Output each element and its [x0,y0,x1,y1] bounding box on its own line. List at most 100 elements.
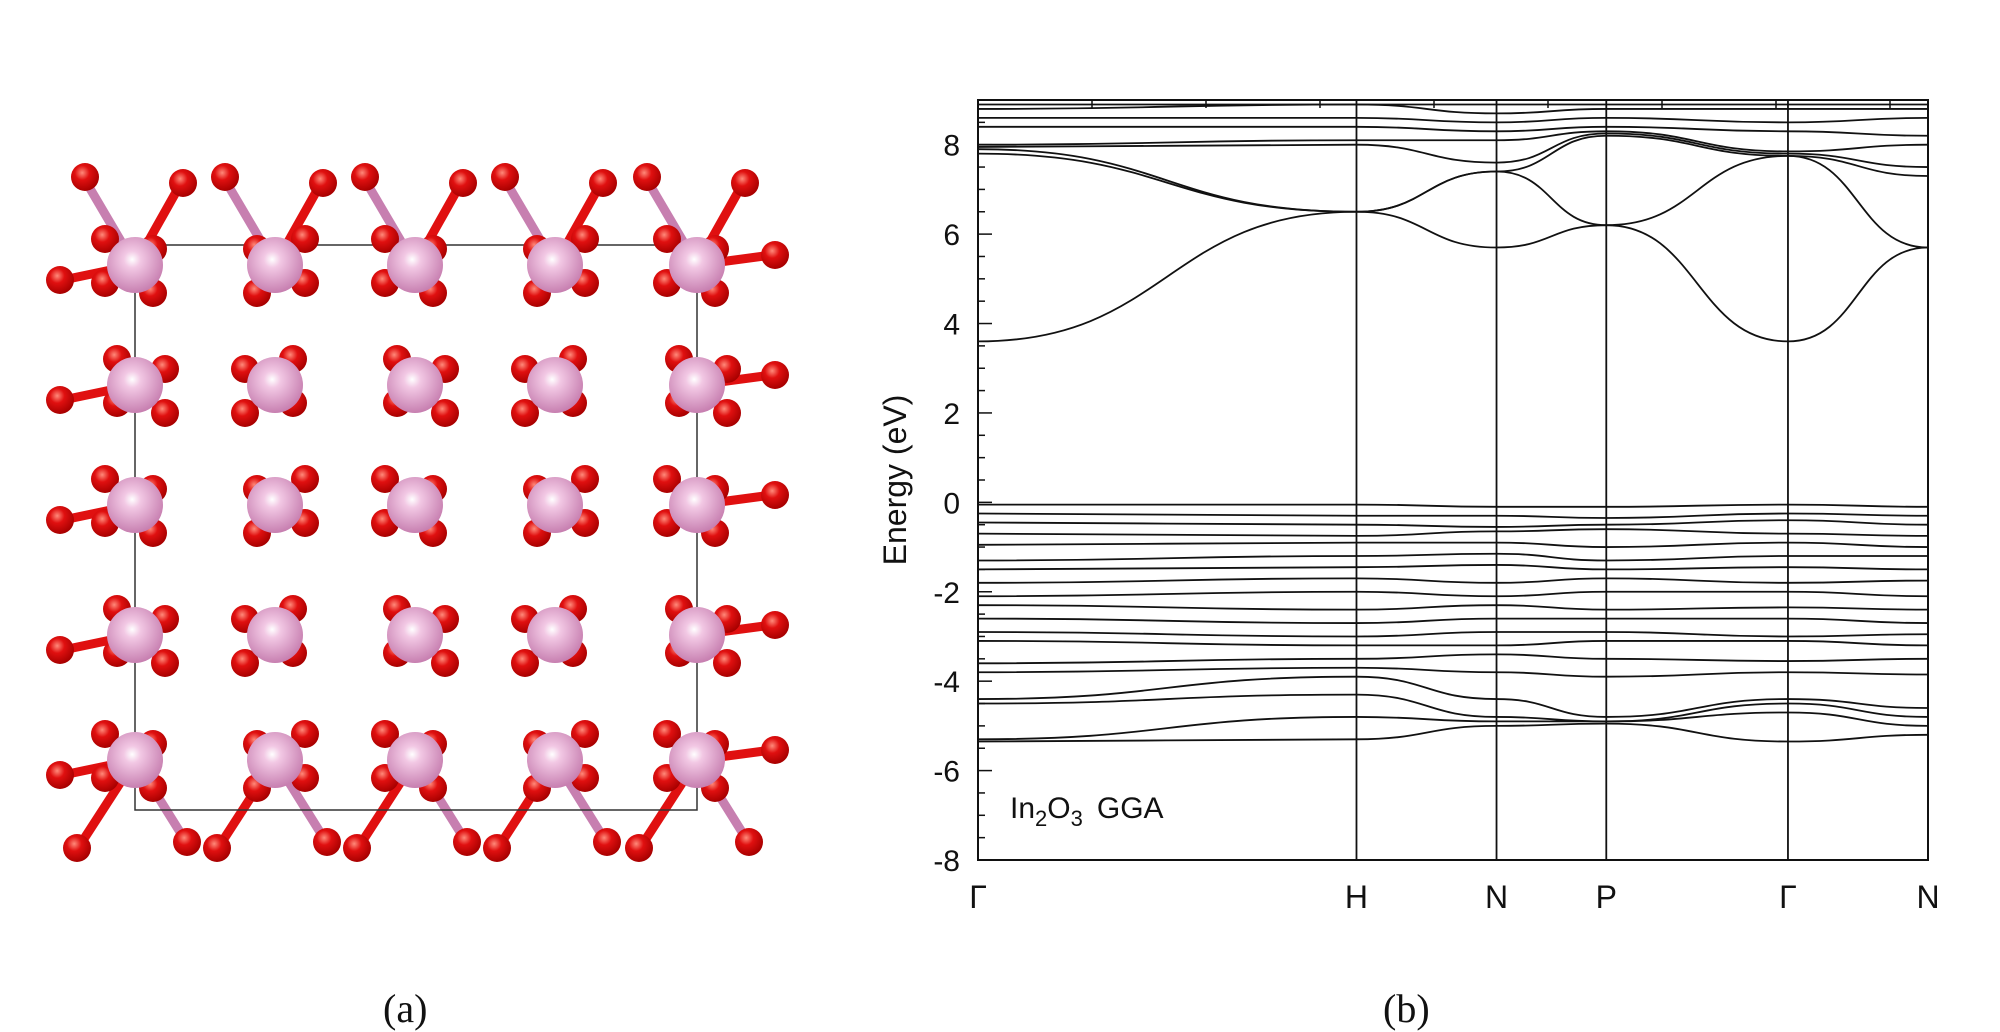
oxygen-atom [761,241,789,269]
x-tick-label: P [1596,879,1617,915]
oxygen-atom [173,828,201,856]
oxygen-atom [151,399,179,427]
material-annotation: In2O3 GGA [1010,792,1164,831]
valence-band [977,640,1929,647]
oxygen-atom [343,834,371,862]
oxygen-atom [713,399,741,427]
oxygen-atom [431,649,459,677]
x-tick-label: Γ [969,879,987,915]
conduction-band [977,130,1929,153]
oxygen-atom [431,399,459,427]
oxygen-atom [313,828,341,856]
indium-atom [247,732,303,788]
conduction-band [978,125,1929,137]
y-tick-label: 8 [943,130,960,163]
oxygen-atom [309,169,337,197]
oxygen-atom [761,361,789,389]
oxygen-atom [731,169,759,197]
oxygen-atom [633,163,661,191]
oxygen-atom [589,169,617,197]
oxygen-atom [735,828,763,856]
indium-atom [107,237,163,293]
y-axis-label: Energy (eV) [877,395,913,566]
caption-b: (b) [1383,986,1430,1031]
oxygen-atom [511,649,539,677]
oxygen-atom [491,163,519,191]
oxygen-atom [231,399,259,427]
y-tick-label: -4 [933,666,960,699]
indium-atom [107,732,163,788]
oxygen-atom [371,225,399,253]
y-tick-label: -2 [933,577,960,610]
x-tick-label: H [1345,879,1368,915]
oxygen-atom [46,636,74,664]
indium-atom [387,357,443,413]
oxygen-atom [371,465,399,493]
oxygen-atom [169,169,197,197]
oxygen-atom [211,163,239,191]
oxygen-atom [483,834,511,862]
oxygen-atom [91,465,119,493]
indium-atom [527,357,583,413]
caption-a: (a) [383,986,428,1031]
valence-band [977,675,1929,718]
oxygen-atom [46,266,74,294]
valence-band [977,577,1929,584]
indium-atom [527,237,583,293]
oxygen-atom [653,465,681,493]
indium-atom [107,357,163,413]
oxygen-atom [761,736,789,764]
valence-band [977,552,1928,562]
oxygen-atom [625,834,653,862]
conduction-band [977,210,1929,343]
y-tick-label: -8 [933,845,960,878]
oxygen-atom [151,649,179,677]
oxygen-atom [511,399,539,427]
valence-band [977,711,1929,741]
x-tick-label: N [1916,879,1939,915]
valence-band [977,693,1929,723]
indium-atom [387,607,443,663]
oxygen-atom [571,720,599,748]
y-tick-label: 6 [943,219,960,252]
valence-band [977,666,1929,678]
valence-band [977,653,1929,665]
valence-band [977,604,1929,611]
oxygen-atom [713,649,741,677]
oxygen-atom [761,481,789,509]
oxygen-atom [291,720,319,748]
valence-band [977,631,1929,638]
indium-atom [669,477,725,533]
indium-atom [669,732,725,788]
oxygen-atom [571,465,599,493]
oxygen-atom [761,611,789,639]
valence-band [977,590,1929,598]
band-structure-chart: Γ H N P Γ N -8 -6 -4 -2 0 2 4 6 8 Energy (eV) In2O3 GGA [877,99,1940,915]
indium-atom [669,607,725,663]
oxygen-atom [71,163,99,191]
oxygen-atom [593,828,621,856]
indium-atom [107,477,163,533]
indium-atom [247,237,303,293]
conduction-band [977,132,1929,168]
oxygen-atom [351,163,379,191]
oxygen-atom [91,720,119,748]
oxygen-atom [291,465,319,493]
conduction-band [978,116,1929,124]
valence-band [977,512,1929,519]
valence-band [977,722,1929,743]
indium-atom [107,607,163,663]
oxygen-atom [653,720,681,748]
oxygen-atom [291,225,319,253]
oxygen-atom [653,225,681,253]
conduction-band [977,103,1928,115]
y-tick-label: 2 [943,398,960,431]
oxygen-atom [203,834,231,862]
y-tick-label: -6 [933,756,960,789]
valence-band [977,617,1929,624]
valence-band [977,528,1929,537]
bands [977,103,1929,743]
indium-atom [527,477,583,533]
valence-band [977,541,1929,548]
valence-band [978,503,1929,508]
